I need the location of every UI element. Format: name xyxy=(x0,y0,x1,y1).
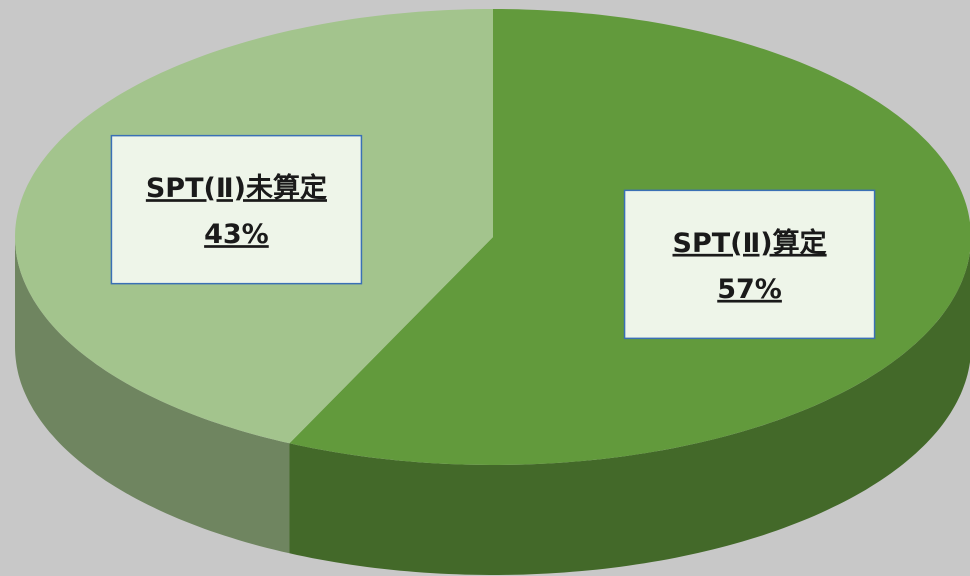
data-label: SPT(Ⅱ)未算定 43% xyxy=(110,134,363,285)
value-label: 57% xyxy=(717,274,782,305)
value-label: 43% xyxy=(204,219,269,250)
data-label: SPT(Ⅱ)算定 57% xyxy=(623,189,876,340)
labels: SPT(Ⅱ)算定 57% SPT(Ⅱ)未算定 43% xyxy=(110,134,876,340)
label-box xyxy=(110,134,363,285)
slice-label: SPT(Ⅱ)未算定 xyxy=(146,172,327,204)
slice-label: SPT(Ⅱ)算定 xyxy=(673,227,827,259)
side-wall xyxy=(289,252,970,575)
side-wall xyxy=(15,237,290,554)
label-box xyxy=(623,189,876,340)
side-walls xyxy=(15,237,970,575)
